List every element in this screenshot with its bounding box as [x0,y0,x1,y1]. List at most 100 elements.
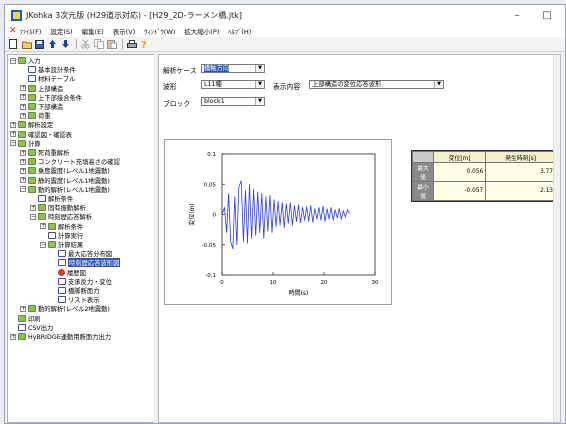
tree-item-label: 入力 [28,58,41,65]
tree-item[interactable]: − 入力 [10,56,41,65]
tree-item[interactable]: + 上下部接合条件 [20,93,82,102]
menu-window[interactable]: ｳｨﾝﾄﾞｳ(W) [144,28,176,36]
folder-icon [28,103,36,110]
tree-item-label: 橋脚断面力 [68,288,100,295]
expand-toggle-icon[interactable]: + [10,332,17,340]
tree-item[interactable]: 時刻歴応答波形図 [50,258,121,268]
tree-item[interactable]: リスト表示 [50,295,99,304]
collapse-toggle-icon[interactable]: − [20,185,27,193]
tree-item-label: 時刻歴応答解析 [48,214,93,222]
expand-toggle-icon[interactable]: + [20,157,27,165]
tree-item[interactable]: 材料テーブル [20,74,75,83]
app-menu-icon[interactable]: ✕ [9,26,17,36]
menu-zoom[interactable]: 拡大縮小(P) [184,28,220,36]
tree-spacer [50,288,56,294]
tree-item[interactable]: 最大応答分布図 [50,249,112,258]
help-icon[interactable]: ? [139,39,150,50]
expand-toggle-icon[interactable]: + [20,84,27,92]
expand-toggle-icon[interactable]: + [10,130,17,138]
expand-toggle-icon[interactable]: + [20,111,27,119]
menu-help[interactable]: ﾍﾙﾌﾟ(H) [228,28,252,36]
expand-toggle-icon[interactable]: + [20,93,27,101]
move-up-icon[interactable] [47,39,58,50]
tree-item[interactable]: + 確認図・確認表 [10,130,72,139]
paste-icon[interactable] [106,39,117,50]
vertical-scrollbar[interactable] [553,55,560,422]
collapse-toggle-icon[interactable]: − [30,212,37,220]
folder-icon [28,149,36,156]
tree-item[interactable]: + 下部構造 [20,102,63,111]
tree-item[interactable]: − 計算結果 [40,240,83,249]
menu-view[interactable]: 表示(V) [112,28,136,36]
tree-item-label: 乗度震度(レベル1地震動) [38,168,110,176]
y-tick-label: 0 [213,213,217,219]
block-select-value: block1 [204,98,225,105]
tree-item[interactable]: + 死荷重解析 [20,148,69,157]
tree-item[interactable]: − 時刻歴応答解析 [30,212,92,221]
tree-item[interactable]: 印刷 [10,314,41,323]
tree-item[interactable]: + 静的震度(レベル1地震動) [20,176,110,185]
expand-toggle-icon[interactable]: + [10,120,17,128]
document-icon [58,296,66,304]
collapse-toggle-icon[interactable]: − [10,56,17,64]
tree-item[interactable]: + HyBRIDGE連動用断面力出力 [10,332,111,341]
tree-item[interactable]: + 上部構造 [20,84,63,93]
tree-item[interactable]: + 解析条件 [40,222,83,231]
tree-item[interactable]: 解析条件 [30,194,73,203]
tree-item[interactable]: CSV出力 [10,323,53,332]
expand-toggle-icon[interactable]: + [20,148,27,156]
tree-item[interactable]: + 動的解析(レベル2地震動) [20,304,110,313]
collapse-toggle-icon[interactable]: − [10,139,17,147]
tree-item[interactable]: 支承反力・変位 [50,277,112,286]
new-file-icon[interactable] [8,39,19,50]
expand-toggle-icon[interactable]: + [20,166,27,174]
maximize-button[interactable]: □ [542,9,552,21]
expand-toggle-icon[interactable]: + [20,176,27,184]
pane-splitter[interactable] [154,52,158,423]
case-select[interactable]: 橋軸方向 ▼ [201,64,265,73]
copy-icon[interactable] [93,39,104,50]
menu-edit[interactable]: 編集(E) [81,28,104,36]
wave-select[interactable]: L11種 ▼ [201,80,265,89]
folder-icon [28,112,36,120]
open-folder-icon[interactable] [21,39,32,50]
expand-toggle-icon[interactable]: + [20,102,27,110]
tree-item[interactable]: + 荷重 [20,111,51,120]
folder-icon [18,130,26,138]
tree-item[interactable]: + 解析設定 [10,120,53,129]
tree-item[interactable]: − 動的解析(レベル1地震動) [20,185,110,194]
move-down-icon[interactable] [60,39,71,50]
table-row: 最小値 -0.057 2.13 [412,181,556,201]
chevron-down-icon: ▼ [255,98,264,105]
expand-toggle-icon[interactable]: + [40,222,47,230]
minimize-button[interactable]: – [514,9,520,21]
document-icon [58,250,66,258]
expand-toggle-icon[interactable]: + [30,203,37,211]
tree-item-label: 材料テーブル [38,76,76,84]
tree-item[interactable]: + 乗度震度(レベル1地震動) [20,166,110,175]
tree-item[interactable]: − 計算 [10,139,41,148]
display-select[interactable]: 上部構造の変位応答波形 ▼ [309,80,444,89]
tree-item-label: 基本設計条件 [38,67,76,75]
tree-item[interactable]: 計算実行 [40,231,83,240]
print-icon[interactable] [126,39,137,50]
menu-file[interactable]: ﾌｧｲﾙ(F) [19,28,42,36]
document-icon [28,66,36,74]
max-time-value: 3.77 [485,162,556,182]
tree-item[interactable]: 基本設計条件 [20,65,76,74]
expand-toggle-icon[interactable]: + [20,304,27,312]
chevron-down-icon: ▼ [434,81,443,88]
cut-icon[interactable] [80,39,91,50]
tree-item[interactable]: + コンクリート充填高さの確認 [20,157,120,166]
tree-item-label: 上部構造 [38,85,64,93]
tree-item[interactable]: 橋脚断面力 [50,286,99,295]
collapse-toggle-icon[interactable]: − [40,240,47,248]
tree-item[interactable]: + 固有振動解析 [30,203,86,212]
toolbar-separator [76,39,77,49]
tree-spacer [50,297,56,303]
save-icon[interactable] [34,39,45,50]
block-select[interactable]: block1 ▼ [201,97,265,106]
tree-item[interactable]: 履歴図 [50,268,86,277]
folder-icon [28,305,36,313]
menu-settings[interactable]: 設定(S) [50,28,73,36]
